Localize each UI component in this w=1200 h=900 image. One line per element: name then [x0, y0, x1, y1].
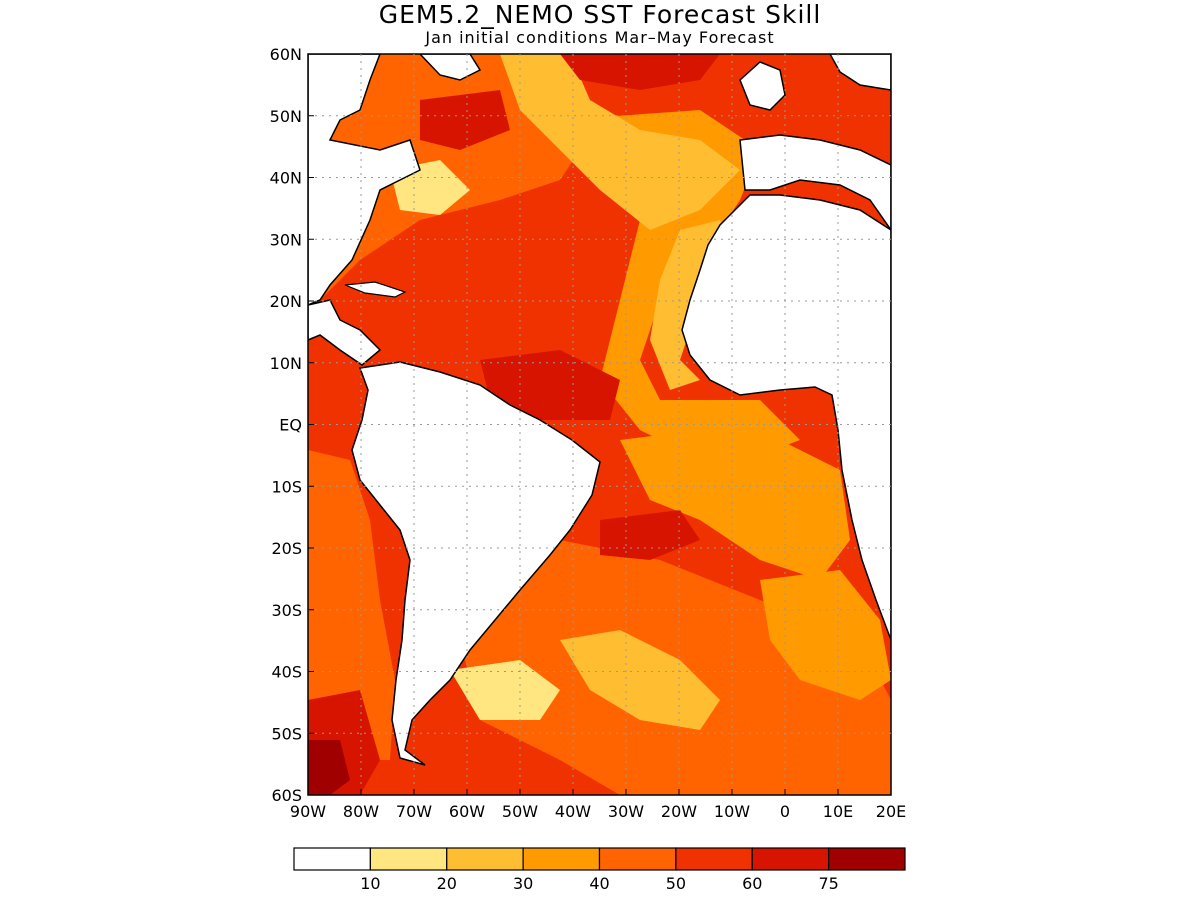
field-low-s-atl	[560, 630, 720, 730]
colorbar-label: 50	[666, 874, 686, 893]
colorbar-label: 10	[360, 874, 380, 893]
colorbar-swatch	[293, 847, 371, 871]
colorbar-label: 40	[589, 874, 609, 893]
map-field	[308, 54, 891, 795]
x-tick-label: 20W	[661, 802, 697, 821]
colorbar-swatch	[675, 847, 753, 871]
x-tick-label: 90W	[290, 802, 326, 821]
y-tick-label: 30S	[271, 601, 302, 620]
y-tick-label: 20S	[271, 539, 302, 558]
field-gulf-guinea	[620, 430, 850, 580]
colorbar-label: 75	[818, 874, 838, 893]
x-tick-label: 10E	[823, 802, 853, 821]
land-north-america	[308, 54, 421, 306]
x-tick-label: 60W	[449, 802, 485, 821]
colorbar-swatch	[751, 847, 830, 871]
x-tick-label: 40W	[555, 802, 591, 821]
colorbar-label: 60	[742, 874, 762, 893]
x-tick-label: 50W	[502, 802, 538, 821]
field-se-atl	[760, 570, 891, 700]
colorbar-label: 20	[437, 874, 457, 893]
field-highest-se-pacific	[308, 740, 350, 795]
land-europe	[739, 134, 891, 232]
y-tick-label: 60N	[270, 45, 302, 64]
colorbar: 10 20 30 40 50 60 75	[293, 847, 906, 893]
land-greenland-canada-ne	[418, 54, 482, 81]
map-gridlines	[308, 54, 891, 795]
land-british-isles	[739, 61, 786, 111]
x-tick-labels: 90W 80W 70W 60W 50W 40W 30W 20W 10W 0 10E 20E	[290, 789, 906, 821]
y-tick-label: 50N	[270, 107, 302, 126]
colorbar-swatch	[446, 847, 524, 871]
field-high-caribbean	[480, 350, 620, 420]
x-tick-label: 20E	[876, 802, 906, 821]
x-tick-label: 0	[780, 802, 790, 821]
y-tick-label: 60S	[271, 786, 302, 805]
y-tick-label: 50S	[271, 724, 302, 743]
colorbar-swatch	[369, 847, 448, 871]
field-high-north	[560, 54, 720, 90]
y-tick-label: 10S	[271, 477, 302, 496]
y-tick-label: 10N	[270, 354, 302, 373]
land-cuba	[344, 281, 407, 298]
field-low-north	[500, 54, 740, 230]
map-title: GEM5.2_NEMO SST Forecast Skill	[378, 0, 822, 29]
y-tick-labels: 60N 50N 40N 30N 20N 10N EQ 10S 20S 30S 40S 50S 60S	[270, 45, 314, 805]
y-tick-label: 30N	[270, 230, 302, 249]
x-tick-label: 70W	[396, 802, 432, 821]
y-tick-label: 40S	[271, 663, 302, 682]
map-subtitle: Jan initial conditions Mar–May Forecast	[425, 28, 775, 47]
land-africa	[681, 194, 891, 641]
x-tick-label: 80W	[343, 802, 379, 821]
field-west-sa-coast	[308, 450, 395, 760]
x-tick-label: 10W	[714, 802, 750, 821]
land-mexico-central-america	[308, 299, 382, 366]
colorbar-swatch	[828, 847, 906, 871]
y-tick-label: 40N	[270, 169, 302, 188]
colorbar-swatch	[598, 847, 677, 871]
colorbar-label: 30	[513, 874, 533, 893]
field-low-patagonia	[450, 660, 560, 720]
y-tick-label: EQ	[279, 416, 302, 435]
x-tick-label: 30W	[608, 802, 644, 821]
y-tick-label: 20N	[270, 292, 302, 311]
field-high-labrador	[420, 90, 510, 150]
colorbar-swatch	[522, 847, 601, 871]
